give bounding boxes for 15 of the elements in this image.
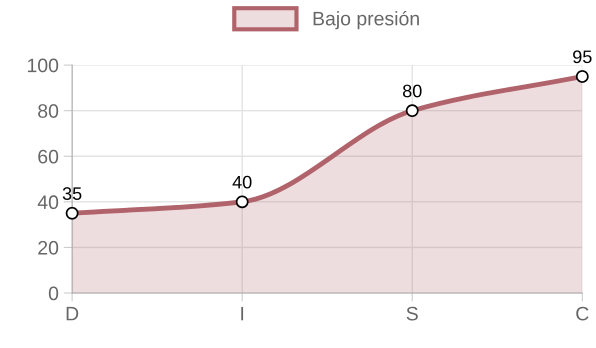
legend-label: Bajo presión [314,10,419,30]
y-tick-label: 20 [38,240,58,255]
x-tick-label: D [66,306,78,320]
data-label: 35 [62,187,82,200]
y-tick-label: 100 [28,58,58,72]
y-tick-label: 0 [48,286,58,300]
x-tick-label: S [406,306,418,320]
data-label: 40 [232,176,252,189]
data-label: 95 [573,50,592,64]
y-tick-label: 40 [38,195,58,210]
x-tick-label: C [576,306,589,320]
y-tick-label: 60 [38,150,58,164]
x-tick-label: I [241,306,244,320]
data-label: 80 [402,84,422,98]
y-tick-label: 80 [38,104,58,118]
